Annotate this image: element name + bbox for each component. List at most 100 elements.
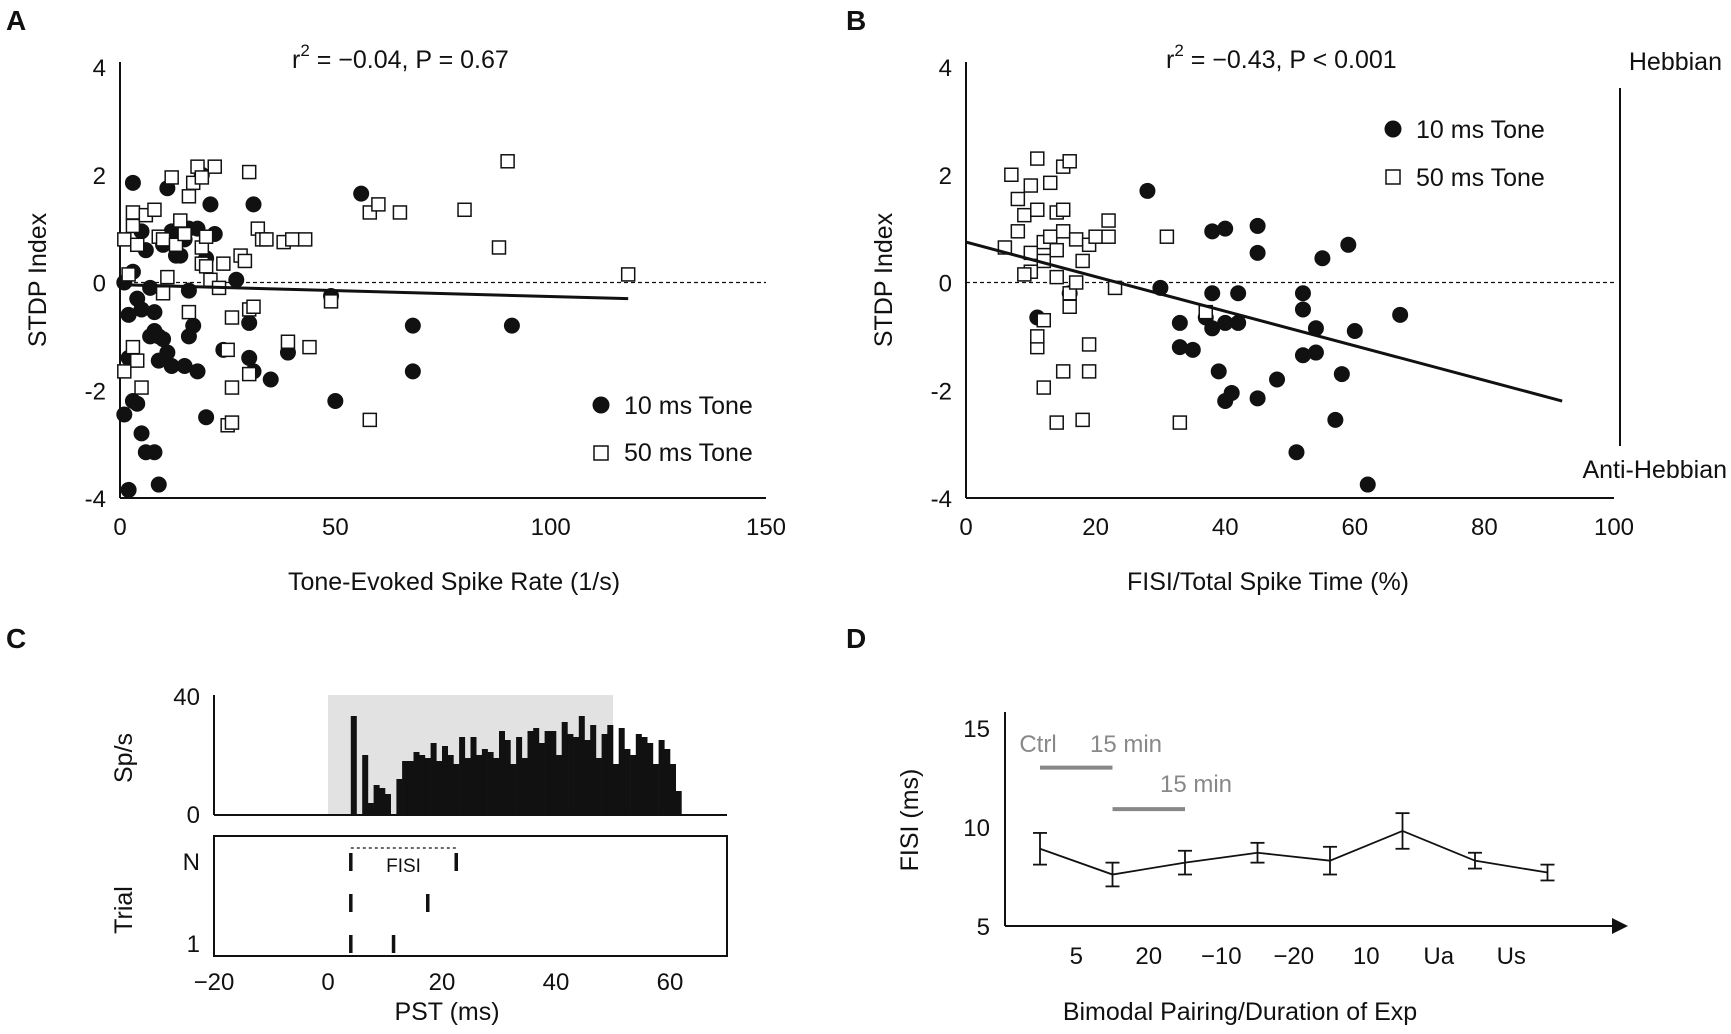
data-point-50ms: [1062, 299, 1077, 314]
data-point-50ms: [181, 189, 197, 204]
panel-a-legend-filled-marker: [592, 396, 610, 414]
data-point-50ms: [1036, 312, 1052, 328]
panel-b-xtick: 20: [1082, 514, 1109, 541]
panel-c-xtick: 20: [429, 969, 456, 996]
psth-bar: [402, 761, 409, 815]
panel-d-xlabel: Bimodal Pairing/Duration of Exp: [1063, 998, 1417, 1026]
data-point-10ms: [262, 371, 279, 388]
panel-c-raster-ytick-1: 1: [187, 931, 200, 958]
data-point-50ms: [362, 412, 378, 428]
psth-bar: [510, 764, 517, 815]
data-point-50ms: [241, 366, 257, 382]
psth-bar: [499, 731, 505, 815]
psth-bar: [385, 794, 391, 815]
panel-a-stat: r2 = −0.04, P = 0.67: [292, 41, 509, 74]
data-point-10ms: [124, 174, 141, 191]
panel-b-label: B: [846, 5, 866, 36]
data-point-50ms: [1081, 337, 1097, 352]
panel-d-xtick: −10: [1201, 943, 1242, 970]
data-point-10ms: [503, 317, 520, 334]
psth-bar: [436, 761, 443, 815]
data-point-10ms: [1294, 285, 1311, 302]
panel-c-xtick: 0: [321, 969, 334, 996]
data-point-50ms: [134, 380, 149, 395]
data-point-50ms: [129, 237, 145, 253]
panel-b-anti-hebbian-label: Anti-Hebbian: [1582, 456, 1727, 484]
panel-b-ytick: 2: [939, 163, 952, 190]
panel-b-xtick: 40: [1212, 514, 1239, 541]
psth-bar: [493, 758, 500, 815]
data-point-50ms: [177, 226, 192, 242]
psth-bar: [407, 761, 414, 815]
data-point-10ms: [189, 363, 206, 380]
data-point-10ms: [142, 279, 159, 296]
panel-a-ytick: 4: [93, 55, 106, 82]
panel-b-legend-filled-marker: [1384, 120, 1402, 138]
data-point-50ms: [125, 218, 141, 234]
panel-d-xtick: Ua: [1423, 943, 1454, 970]
panel-c-fisi-label: FISI: [386, 856, 421, 877]
psth-bar: [362, 755, 369, 815]
psth-bar: [630, 755, 637, 815]
panel-c-hist-ytick-top: 40: [173, 684, 200, 711]
data-point-10ms: [1230, 314, 1247, 331]
panel-b-legend-open: 50 ms Tone: [1416, 164, 1545, 192]
data-point-50ms: [1010, 191, 1026, 207]
psth-bar: [504, 740, 511, 815]
data-point-50ms: [1055, 224, 1071, 239]
data-point-50ms: [457, 202, 472, 218]
data-point-50ms: [224, 415, 240, 430]
data-point-50ms: [125, 205, 141, 220]
data-point-50ms: [1004, 167, 1019, 182]
panel-d-xtick: Us: [1497, 943, 1526, 970]
panel-a-legend-open: 50 ms Tone: [624, 439, 753, 467]
psth-bar: [533, 728, 540, 815]
data-point-50ms: [500, 154, 515, 169]
data-point-10ms: [120, 481, 137, 498]
data-point-10ms: [146, 444, 163, 461]
panel-d-series-line: [1039, 829, 1548, 876]
data-point-10ms: [228, 271, 245, 288]
panel-d-xtick: 20: [1135, 943, 1162, 970]
psth-bar: [538, 743, 545, 815]
data-point-50ms: [1088, 229, 1103, 244]
panel-b: B r2 = −0.43, P < 0.001 Hebbian Anti-Heb…: [846, 5, 1727, 596]
data-point-50ms: [220, 342, 235, 358]
panel-b-ylabel: STDP Index: [870, 212, 898, 347]
panel-c-label: C: [6, 623, 26, 654]
psth-bar: [584, 740, 591, 815]
panel-d-duration-label: 15 min: [1090, 731, 1162, 758]
panel-a-regression-line: [119, 283, 629, 301]
data-point-10ms: [1327, 411, 1344, 428]
psth-bar: [396, 779, 403, 815]
data-point-10ms: [1249, 244, 1266, 261]
panel-c-xtick: −20: [194, 969, 235, 996]
data-point-50ms: [1068, 275, 1084, 290]
panel-a-ytick: 0: [93, 271, 106, 298]
data-point-50ms: [198, 259, 214, 274]
data-point-10ms: [353, 185, 370, 202]
panel-a-xtick: 100: [531, 514, 571, 541]
panel-b-xtick: 60: [1341, 514, 1368, 541]
psth-bar: [487, 752, 494, 815]
panel-c-xlabel: PST (ms): [394, 998, 499, 1026]
panel-d-ylabel: FISI (ms): [896, 769, 924, 872]
panel-a-label: A: [6, 5, 26, 36]
panel-c-xtick: 40: [543, 969, 570, 996]
panel-b-xtick: 100: [1594, 514, 1634, 541]
data-point-10ms: [1340, 236, 1357, 253]
psth-bar: [652, 764, 659, 815]
psth-bar: [470, 737, 477, 815]
panel-d-xtick: 5: [1070, 943, 1083, 970]
psth-bar: [379, 788, 386, 815]
panel-a-xtick: 150: [746, 514, 786, 541]
psth-bar: [430, 743, 437, 815]
data-point-50ms: [1030, 151, 1045, 166]
data-point-50ms: [323, 294, 339, 309]
data-point-10ms: [1333, 366, 1350, 383]
data-point-10ms: [159, 344, 176, 361]
psth-bar: [550, 731, 557, 815]
data-point-50ms: [121, 267, 136, 282]
panel-a-xtick: 50: [322, 514, 349, 541]
psth-bar: [516, 737, 523, 815]
